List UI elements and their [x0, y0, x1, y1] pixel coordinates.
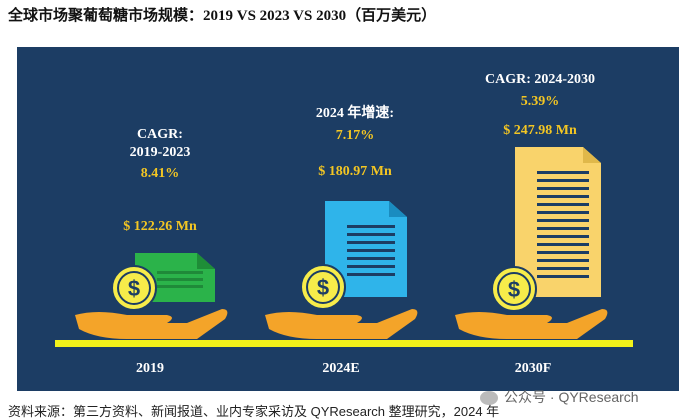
hand-icon: [455, 309, 608, 339]
category-label-2019: 2019: [136, 361, 164, 376]
value-label-2030f: $ 247.98 Mn: [503, 123, 577, 138]
doc-bar-2030f: [515, 147, 601, 297]
chart-svg: $ $: [55, 147, 633, 347]
cagr-label-1: CAGR:: [137, 127, 183, 142]
coin-icon: $: [300, 264, 346, 310]
cagr-value-3: 5.39%: [520, 94, 560, 109]
watermark-text: 公众号 · QYResearch: [504, 389, 639, 405]
value-label-2019: $ 122.26 Mn: [123, 219, 197, 234]
doc-bar-2024e: [325, 201, 407, 297]
source-note: 资料来源：第三方资料、新闻报道、业内专家采访及 QYResearch 整理研究，…: [8, 404, 500, 419]
hand-icon: [265, 309, 418, 339]
value-label-2024e: $ 180.97 Mn: [318, 164, 392, 179]
svg-text:$: $: [508, 277, 520, 302]
watermark: 公众号 · QYResearch: [480, 387, 639, 407]
wechat-icon: [480, 391, 498, 406]
chart-panel: $ $: [17, 47, 679, 391]
cagr-value-1: 8.41%: [140, 166, 180, 181]
coin-icon: $: [491, 266, 537, 312]
hand-icon: [75, 309, 228, 339]
cagr-label-3: CAGR: 2024-2030: [484, 72, 596, 87]
growth-value-2024: 7.17%: [335, 128, 375, 143]
growth-label-2024: 2024 年增速:: [315, 106, 395, 121]
cagr-period-1: 2019-2023: [129, 145, 191, 160]
svg-text:$: $: [128, 276, 140, 301]
category-label-2030f: 2030F: [514, 361, 552, 376]
page-title: 全球市场聚葡萄糖市场规模：2019 VS 2023 VS 2030（百万美元）: [8, 8, 437, 24]
coin-icon: $: [111, 265, 157, 311]
category-label-2024e: 2024E: [322, 361, 360, 376]
baseline-bar: [55, 340, 633, 347]
svg-text:$: $: [317, 275, 329, 300]
